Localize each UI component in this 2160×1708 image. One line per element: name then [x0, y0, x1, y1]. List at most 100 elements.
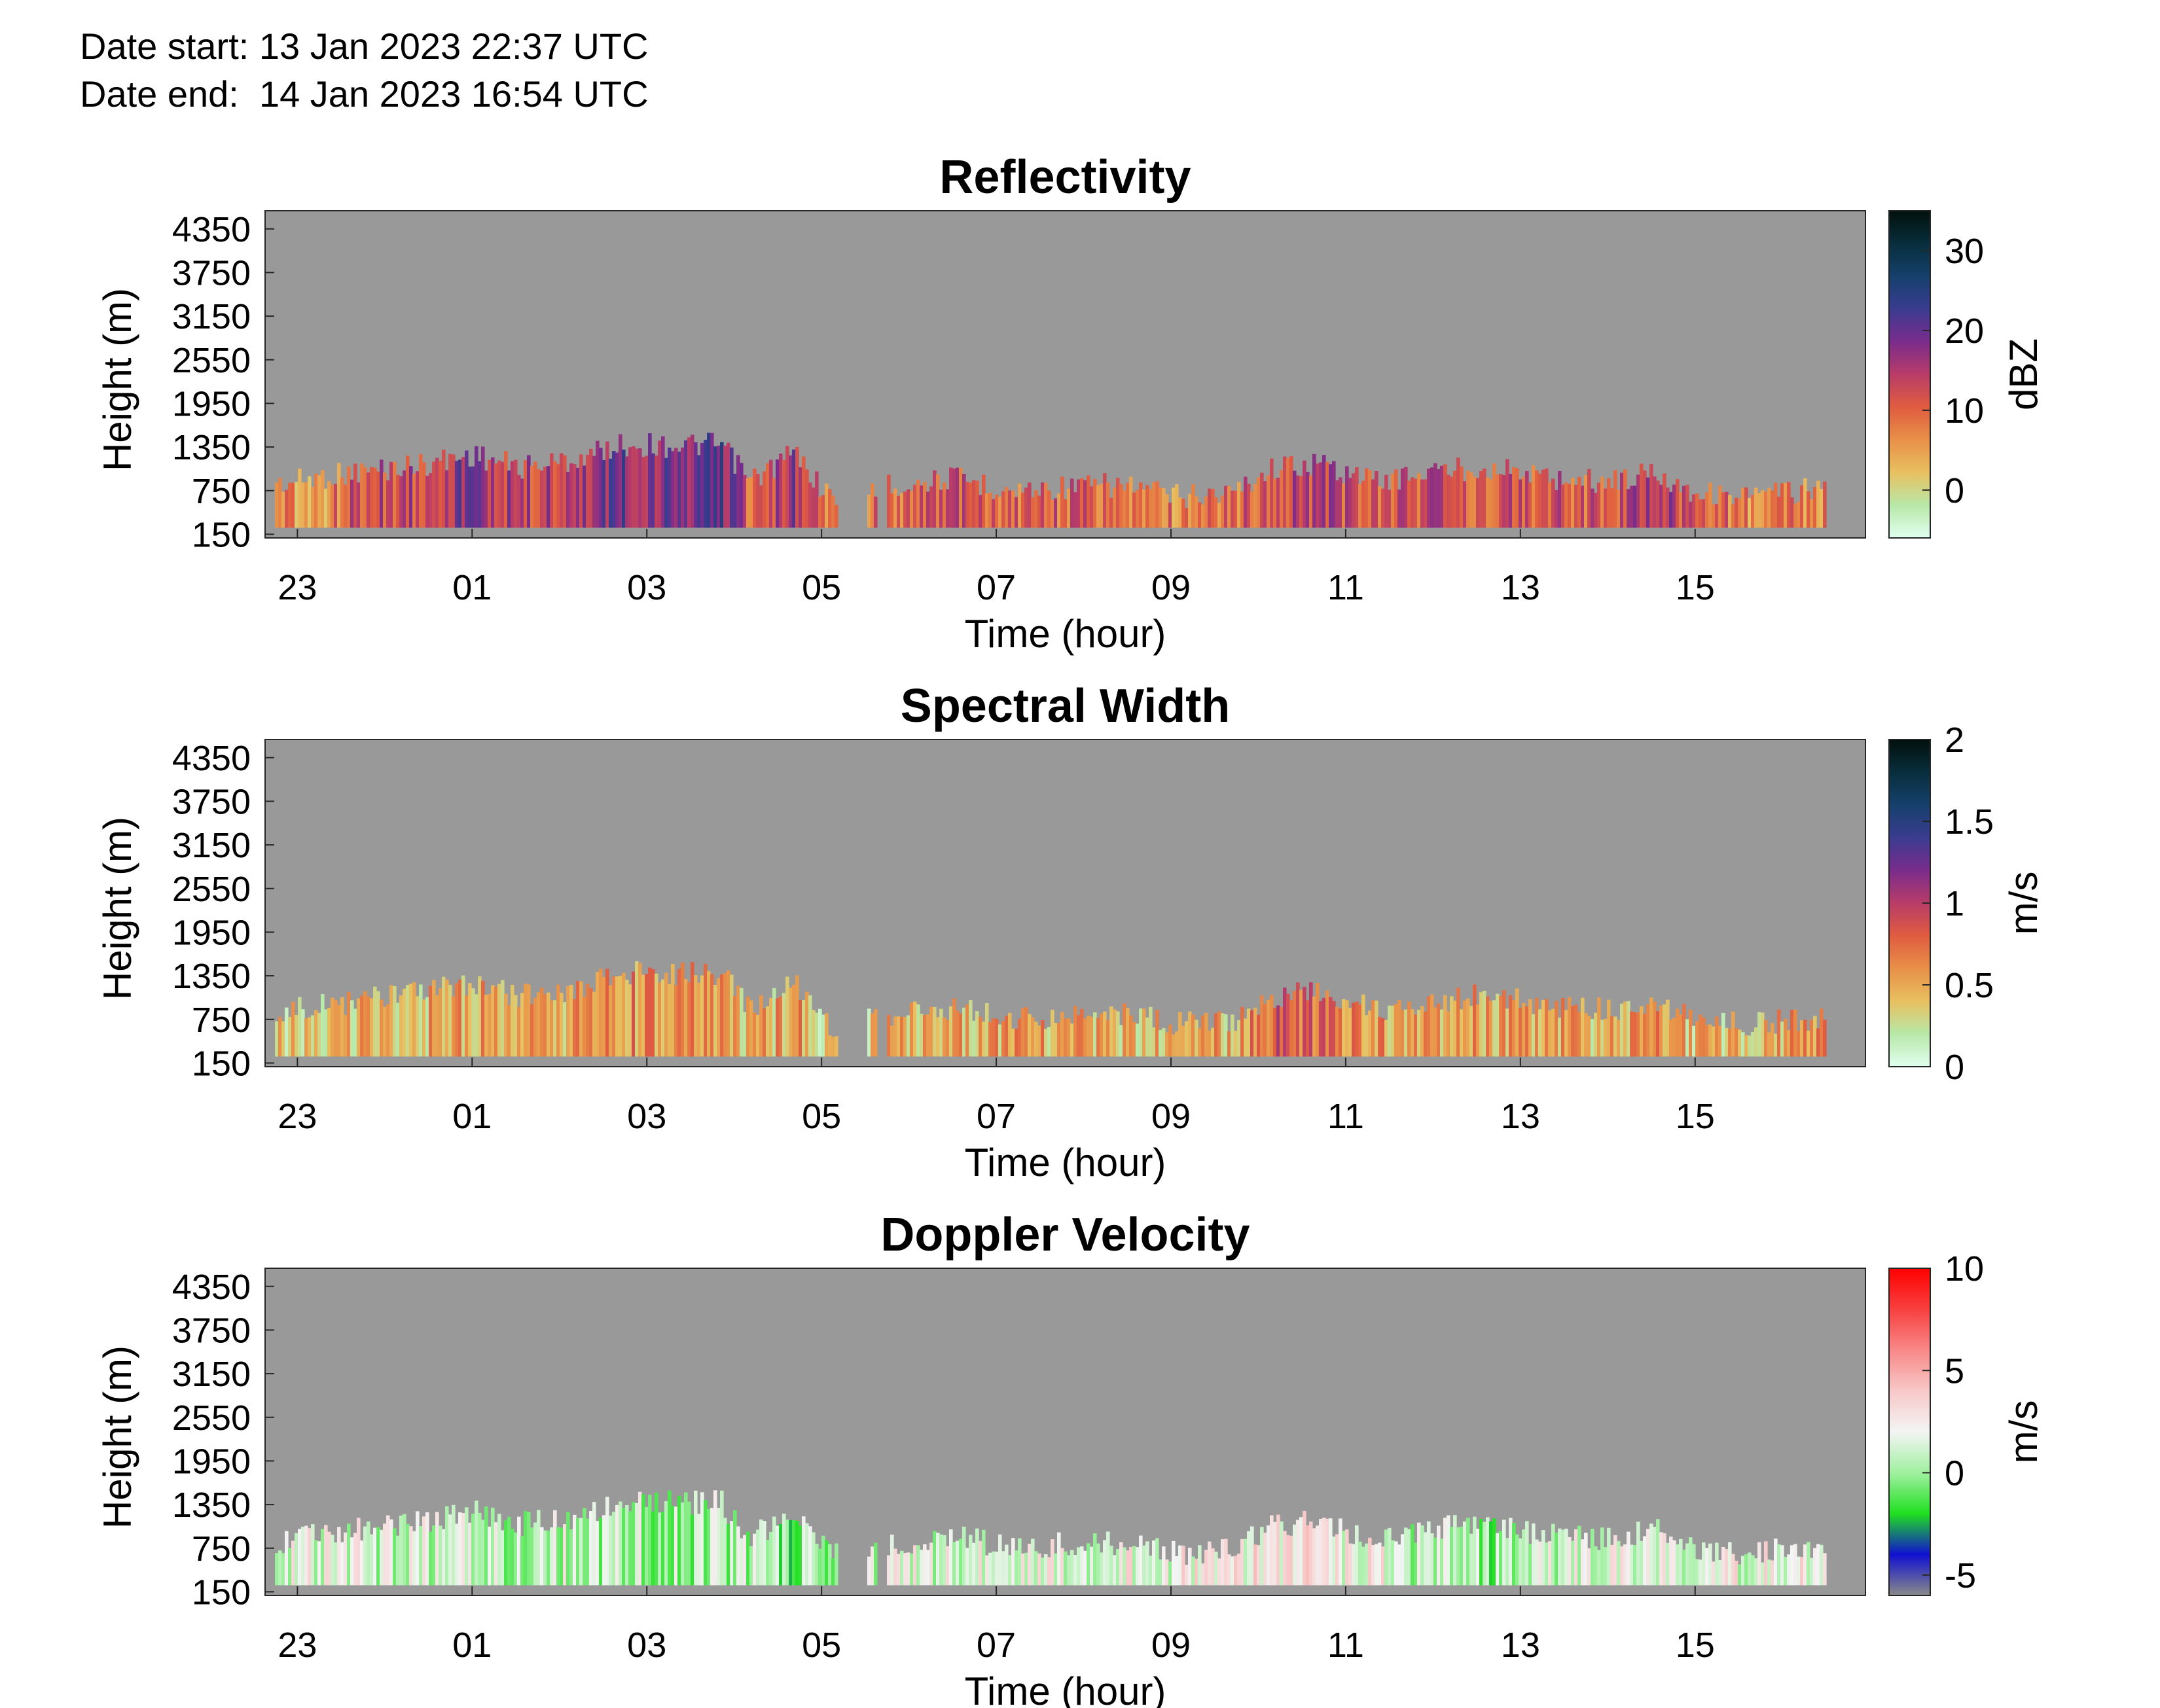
echo-column: [1332, 461, 1336, 528]
echo-column: [1718, 1559, 1722, 1586]
echo-column: [1139, 1535, 1143, 1586]
echo-column: [874, 496, 878, 528]
echo-column: [808, 482, 812, 528]
echo-column: [1715, 1542, 1719, 1586]
echo-column: [782, 993, 786, 1057]
echo-column: [1699, 1014, 1702, 1057]
echo-column: [910, 1553, 914, 1586]
echo-column: [965, 482, 969, 528]
echo-column: [985, 493, 989, 528]
echo-column: [429, 1531, 433, 1586]
echo-column: [1784, 482, 1788, 528]
echo-column: [478, 976, 482, 1057]
echo-column: [628, 447, 632, 528]
y-tick-label: 1950: [172, 1442, 251, 1481]
echo-column: [448, 1514, 452, 1586]
echo-column: [1800, 485, 1804, 528]
echo-column: [1106, 1020, 1110, 1057]
echo-column: [1807, 1030, 1810, 1057]
echo-column: [331, 1535, 334, 1586]
colorbar-tick-label: 0.5: [1945, 966, 1994, 1005]
echo-column: [871, 1013, 874, 1057]
echo-column: [1607, 1527, 1611, 1586]
echo-column: [416, 1511, 420, 1586]
echo-column: [1181, 1545, 1185, 1586]
echo-column: [471, 988, 475, 1057]
echo-column: [1692, 1025, 1696, 1057]
echo-column: [504, 451, 508, 528]
echo-column: [1047, 490, 1051, 528]
echo-column: [1397, 1544, 1401, 1586]
echo-column: [609, 458, 613, 528]
echo-column: [645, 1506, 649, 1586]
echo-column: [1077, 1015, 1081, 1057]
echo-column: [632, 1502, 636, 1586]
echo-column: [1672, 1018, 1676, 1057]
echo-column: [1368, 470, 1372, 528]
echo-column: [1391, 473, 1395, 528]
y-tick-label: 750: [192, 1529, 251, 1569]
echo-column: [1316, 463, 1320, 528]
echo-column: [468, 983, 472, 1057]
echo-column: [1201, 504, 1205, 528]
echo-column: [1234, 1031, 1238, 1057]
echo-column: [1820, 1008, 1824, 1057]
echo-column: [995, 1552, 999, 1586]
echo-column: [1401, 1010, 1405, 1057]
echo-column: [1479, 471, 1483, 528]
echo-column: [1689, 1009, 1693, 1057]
echo-column: [969, 1000, 973, 1057]
echo-column: [1221, 1539, 1225, 1586]
echo-column: [903, 491, 907, 528]
echo-column: [1152, 1540, 1156, 1586]
echo-column: [396, 1003, 400, 1057]
echo-column: [821, 1014, 825, 1057]
echo-column: [1522, 1529, 1526, 1586]
echo-column: [1270, 995, 1274, 1057]
echo-column: [1407, 1001, 1411, 1057]
echo-column: [1221, 1013, 1225, 1057]
echo-column: [1538, 1541, 1542, 1586]
echo-column: [1011, 1538, 1015, 1586]
echo-column: [1227, 486, 1231, 528]
echo-column: [1070, 1550, 1074, 1586]
echo-column: [324, 488, 328, 528]
echo-column: [530, 1004, 534, 1057]
echo-column: [661, 1512, 665, 1586]
echo-column: [308, 476, 312, 528]
echo-column: [1771, 1023, 1774, 1057]
echo-column: [1211, 1548, 1215, 1586]
echo-column: [1564, 1528, 1568, 1586]
echo-column: [1224, 486, 1228, 528]
echo-column: [1057, 493, 1061, 528]
echo-column: [1784, 1018, 1788, 1057]
echo-column: [1689, 501, 1693, 528]
echo-column: [1780, 483, 1784, 528]
echo-column: [340, 997, 344, 1057]
echo-column: [1247, 1531, 1251, 1586]
echo-column: [1695, 1021, 1699, 1057]
echo-column: [393, 986, 397, 1057]
echo-column: [373, 986, 377, 1057]
echo-column: [1041, 1557, 1045, 1586]
echo-column: [789, 1520, 793, 1586]
echo-column: [1685, 1543, 1689, 1586]
echo-column: [1630, 1011, 1634, 1057]
echo-column: [403, 1514, 406, 1586]
x-tick-label: 05: [802, 1097, 841, 1136]
x-tick-label: 01: [452, 1097, 492, 1136]
echo-column: [1119, 1542, 1123, 1586]
echo-column: [1126, 482, 1130, 528]
echo-column: [936, 474, 940, 528]
echo-column: [403, 988, 406, 1057]
echo-column: [288, 1548, 292, 1586]
colorbar-tick-label: 0: [1945, 1048, 1964, 1087]
echo-column: [988, 1022, 992, 1057]
echo-column: [1283, 456, 1287, 528]
echo-column: [317, 475, 321, 528]
echo-column: [1538, 473, 1542, 528]
echo-column: [821, 495, 825, 528]
echo-column: [1325, 990, 1329, 1057]
echo-column: [1757, 493, 1761, 528]
